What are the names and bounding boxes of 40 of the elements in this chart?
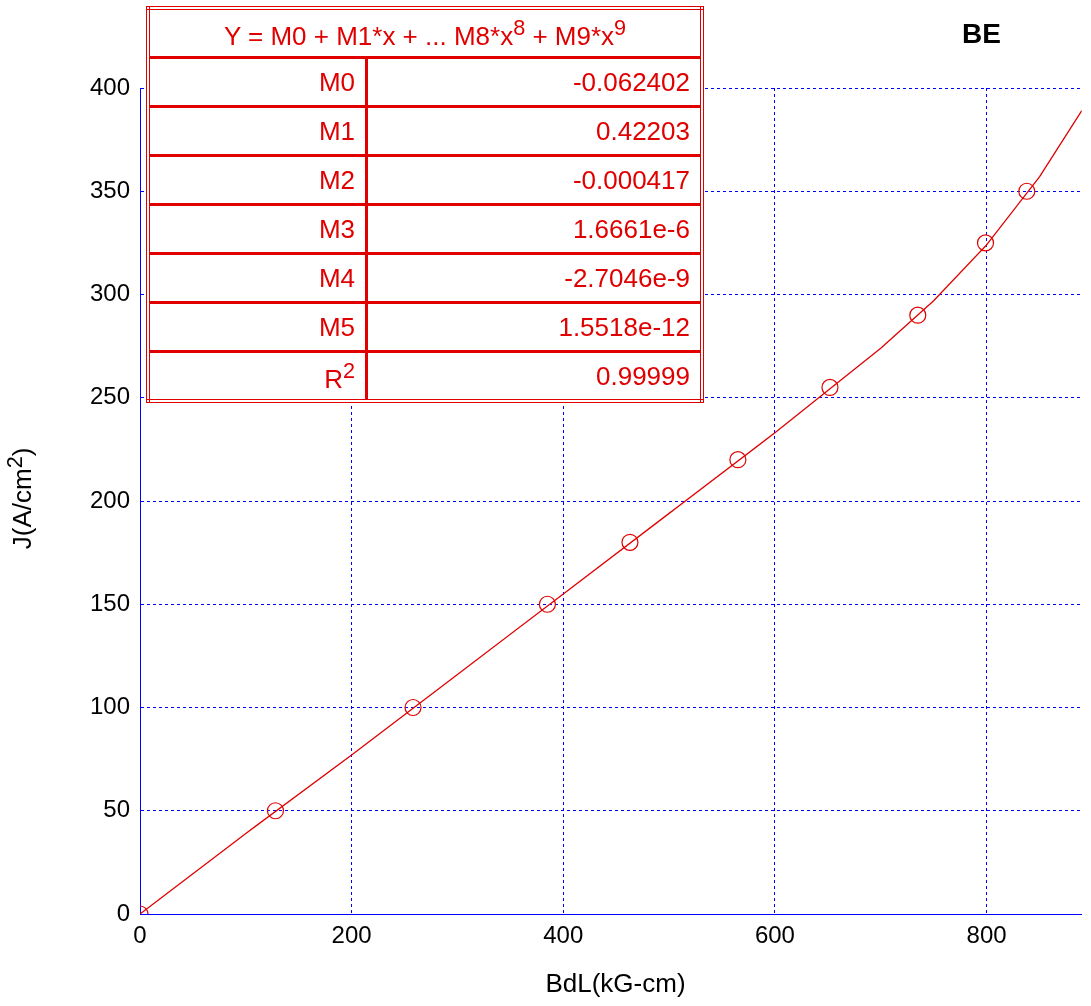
x-tick-label: 0 bbox=[133, 921, 147, 949]
x-tick-label: 400 bbox=[543, 921, 584, 949]
text: Y = M0 + M1*x + ... M8*x$^{8}$ + M9*x$^{9}$ bbox=[223, 14, 627, 51]
point bbox=[909, 306, 927, 324]
y-tick-label: 300 bbox=[89, 279, 130, 307]
annotation: -0.000417 bbox=[366, 155, 702, 205]
chart-title: BE bbox=[962, 18, 1001, 50]
annotation: M5 bbox=[148, 302, 367, 352]
point bbox=[729, 451, 747, 469]
y-tick-label: 350 bbox=[89, 175, 130, 203]
y-tick-label: 50 bbox=[103, 795, 130, 823]
y-tick-label: 400 bbox=[89, 72, 130, 100]
y-tick-label: 200 bbox=[89, 485, 130, 513]
annotation: 1.5518e-12 bbox=[366, 302, 702, 352]
annotation: 0.99999 bbox=[366, 351, 702, 401]
annotation: -0.062402 bbox=[366, 57, 702, 107]
annotation: R$^{2}$ bbox=[148, 351, 367, 401]
annotation: M2 bbox=[148, 155, 367, 205]
y-tick-label: 250 bbox=[89, 382, 130, 410]
annotation: M0 bbox=[148, 57, 367, 107]
annotation: M4 bbox=[148, 253, 367, 303]
annotation: M1 bbox=[148, 106, 367, 156]
annotation: -2.7046e-9 bbox=[366, 253, 702, 303]
annotation: 1.6661e-6 bbox=[366, 204, 702, 254]
point bbox=[266, 802, 285, 820]
point bbox=[976, 234, 995, 252]
y-tick-label: 150 bbox=[89, 588, 130, 616]
x-axis-title: BdL(kG-cm) bbox=[544, 968, 687, 999]
annotation: M3 bbox=[148, 204, 367, 254]
y-tick-label: 100 bbox=[89, 692, 130, 720]
point bbox=[404, 698, 422, 717]
point bbox=[538, 595, 557, 613]
x-tick-label: 800 bbox=[966, 921, 1007, 949]
y-tick-label: 0 bbox=[116, 898, 130, 926]
point bbox=[621, 533, 639, 551]
point bbox=[1018, 182, 1036, 200]
x-tick-label: 200 bbox=[331, 921, 372, 949]
annotation: 0.42203 bbox=[366, 106, 702, 156]
x-tick-label: 600 bbox=[754, 921, 795, 949]
point bbox=[821, 378, 839, 397]
